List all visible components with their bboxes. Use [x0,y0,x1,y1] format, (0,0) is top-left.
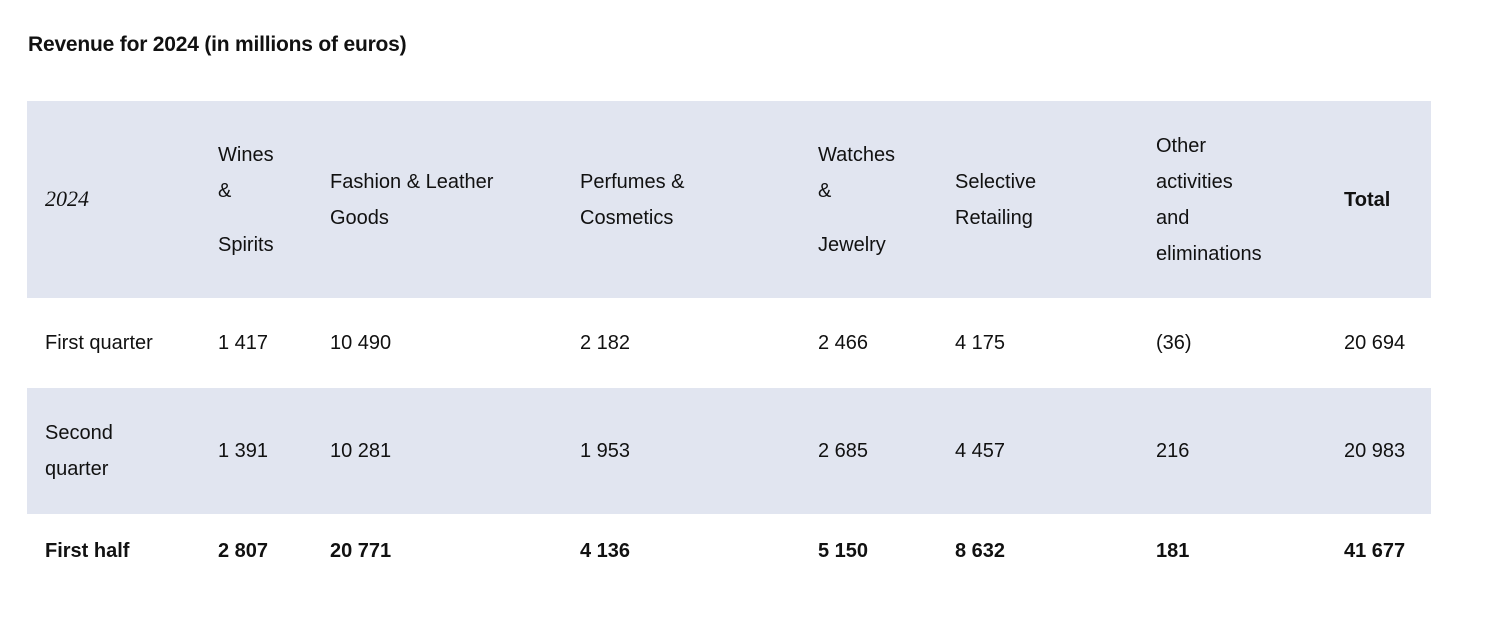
cell-total: 41 677 [1344,540,1406,562]
page-title: Revenue for 2024 (in millions of euros) [28,33,407,56]
row-label: First half [45,540,130,562]
row-label: Second quarter [27,388,200,514]
row-label: First quarter [45,332,153,354]
header-selective-retailing: Selective Retailing [937,101,1138,298]
table-row-total: First half 2 807 20 771 4 136 5 150 8 63… [27,514,1431,588]
cell-total: 20 694 [1344,332,1406,354]
cell-wines-spirits: 1 417 [218,332,269,354]
cell-selective-retailing: 4 457 [937,388,1138,514]
cell-fashion-leather: 20 771 [330,540,392,562]
cell-other-activities: (36) [1156,332,1192,354]
cell-watches-jewelry: 2 685 [800,388,937,514]
cell-fashion-leather: 10 490 [330,332,392,354]
cell-selective-retailing: 4 175 [955,332,1006,354]
header-other-activities: Other activities and eliminations [1138,101,1326,298]
cell-perfumes-cosmetics: 2 182 [580,332,631,354]
revenue-table: 2024 Wines & Spirits Fashion & Leather G… [27,101,1431,588]
header-wines-spirits: Wines & Spirits [200,101,312,298]
cell-watches-jewelry: 2 466 [818,332,869,354]
cell-perfumes-cosmetics: 4 136 [580,540,631,562]
header-year: 2024 [27,101,200,298]
cell-watches-jewelry: 5 150 [818,540,869,562]
cell-other-activities: 216 [1138,388,1326,514]
cell-fashion-leather: 10 281 [312,388,562,514]
cell-perfumes-cosmetics: 1 953 [562,388,800,514]
header-fashion-leather: Fashion & Leather Goods [312,101,562,298]
cell-total: 20 983 [1326,388,1431,514]
table-row: Second quarter 1 391 10 281 1 953 2 685 … [27,388,1431,514]
table-header-row: 2024 Wines & Spirits Fashion & Leather G… [27,101,1431,298]
cell-selective-retailing: 8 632 [955,540,1006,562]
table-row: First quarter 1 417 10 490 2 182 2 466 4… [27,298,1431,388]
cell-wines-spirits: 2 807 [218,540,269,562]
header-watches-jewelry: Watches & Jewelry [800,101,937,298]
cell-other-activities: 181 [1156,540,1190,562]
header-perfumes-cosmetics: Perfumes & Cosmetics [562,101,800,298]
cell-wines-spirits: 1 391 [200,388,312,514]
header-total: Total [1326,101,1431,298]
